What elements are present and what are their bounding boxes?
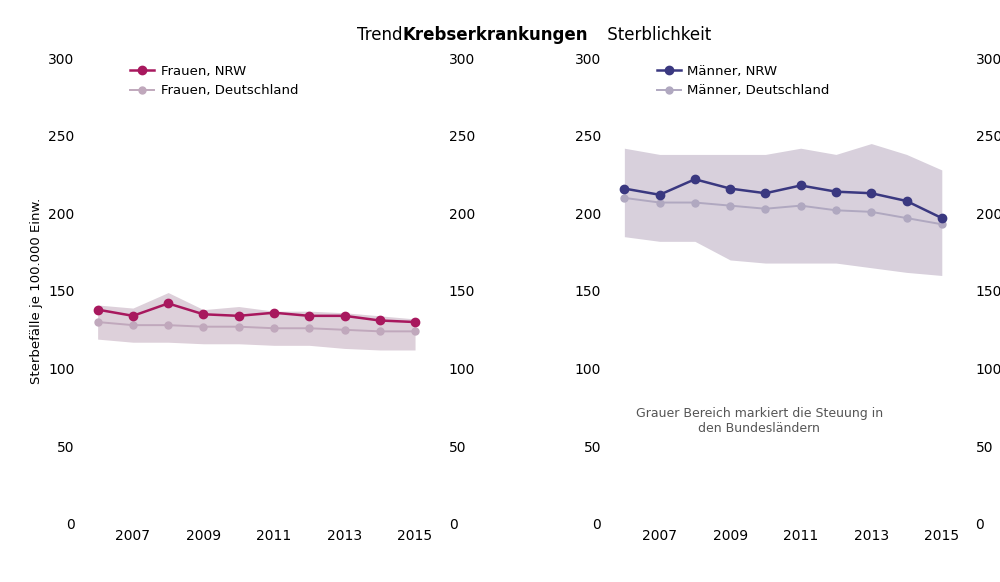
Legend: Frauen, NRW, Frauen, Deutschland: Frauen, NRW, Frauen, Deutschland <box>130 65 298 97</box>
Legend: Männer, NRW, Männer, Deutschland: Männer, NRW, Männer, Deutschland <box>657 65 830 97</box>
Text: Krebserkrankungen: Krebserkrankungen <box>402 26 588 44</box>
Text: Trend: Trend <box>357 26 408 44</box>
Text: Grauer Bereich markiert die Steuung in
den Bundesländern: Grauer Bereich markiert die Steuung in d… <box>636 407 883 435</box>
Y-axis label: Sterbefälle je 100.000 Einw.: Sterbefälle je 100.000 Einw. <box>30 198 43 384</box>
Text: Sterblichkeit: Sterblichkeit <box>602 26 711 44</box>
